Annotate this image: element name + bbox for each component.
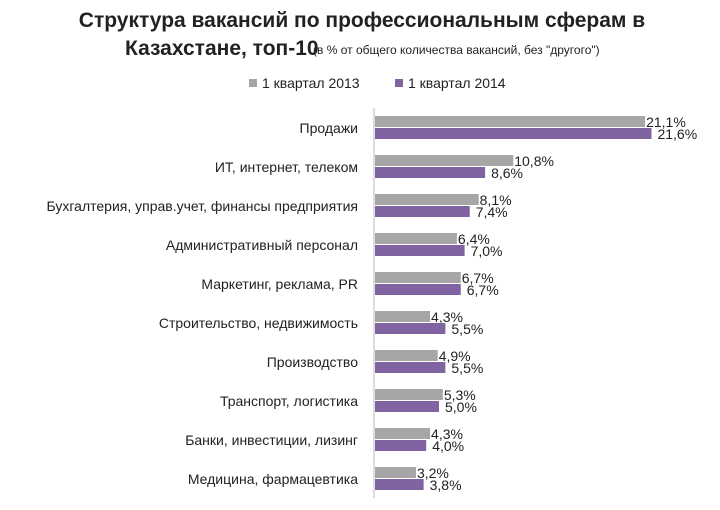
bar-2014 <box>375 167 486 178</box>
data-label-2013: 4,9% <box>439 348 471 364</box>
bar-2013 <box>375 233 457 244</box>
category-label: Банки, инвестиции, лизинг <box>185 432 358 448</box>
data-label-2013: 3,2% <box>417 465 449 481</box>
bar-2014 <box>375 362 446 373</box>
category-label: Производство <box>267 354 358 370</box>
bar-2013 <box>375 428 431 439</box>
category-label: Транспорт, логистика <box>220 393 358 409</box>
bar-2013 <box>375 467 416 478</box>
bar-2014 <box>375 479 424 490</box>
data-label-2013: 21,1% <box>646 114 686 130</box>
data-label-2013: 10,8% <box>514 153 554 169</box>
data-label-2014: 8,6% <box>491 165 523 181</box>
data-label-2014: 21,6% <box>657 126 697 142</box>
data-label-2014: 5,0% <box>445 399 477 415</box>
category-label: ИТ, интернет, телеком <box>215 159 358 175</box>
bar-2014 <box>375 440 427 451</box>
chart-title-line1: Структура вакансий по профессиональным с… <box>79 9 645 32</box>
data-label-2014: 6,7% <box>467 282 499 298</box>
category-label: Продажи <box>300 120 358 136</box>
bar-2014 <box>375 323 446 334</box>
data-label-2014: 3,8% <box>430 477 462 493</box>
bar-2013 <box>375 311 431 322</box>
category-label: Строительство, недвижимость <box>159 315 358 331</box>
data-label-2014: 5,5% <box>451 360 483 376</box>
bar-2013 <box>375 155 514 166</box>
data-label-2013: 5,3% <box>444 387 476 403</box>
bar-2014 <box>375 128 652 139</box>
data-label-2013: 4,3% <box>431 309 463 325</box>
bar-2014 <box>375 284 461 295</box>
category-label: Бухгалтерия, управ.учет, финансы предпри… <box>46 198 358 214</box>
legend-swatch-2013 <box>249 79 257 87</box>
category-label: Маркетинг, реклама, PR <box>201 276 358 292</box>
legend-label-2013: 1 квартал 2013 <box>262 75 360 91</box>
data-label-2014: 5,5% <box>451 321 483 337</box>
bar-2014 <box>375 245 465 256</box>
bar-2013 <box>375 194 479 205</box>
category-label: Медицина, фармацевтика <box>188 471 358 487</box>
bar-2013 <box>375 272 461 283</box>
legend-label-2014: 1 квартал 2014 <box>408 75 506 91</box>
data-label-2013: 8,1% <box>480 192 512 208</box>
legend-swatch-2014 <box>395 79 403 87</box>
chart-subtitle: (в % от общего количества вакансий, без … <box>313 43 600 57</box>
bar-2013 <box>375 350 438 361</box>
data-label-2013: 6,4% <box>458 231 490 247</box>
data-label-2013: 6,7% <box>462 270 494 286</box>
chart-title-line2: Казахстане, топ-10 <box>125 37 319 60</box>
data-label-2014: 7,4% <box>476 204 508 220</box>
data-label-2013: 4,3% <box>431 426 463 442</box>
data-label-2014: 4,0% <box>432 438 464 454</box>
bar-2014 <box>375 401 439 412</box>
bar-2013 <box>375 389 443 400</box>
bar-2013 <box>375 116 646 127</box>
data-label-2014: 7,0% <box>471 243 503 259</box>
bar-2014 <box>375 206 470 217</box>
category-label: Административный персонал <box>166 237 358 253</box>
